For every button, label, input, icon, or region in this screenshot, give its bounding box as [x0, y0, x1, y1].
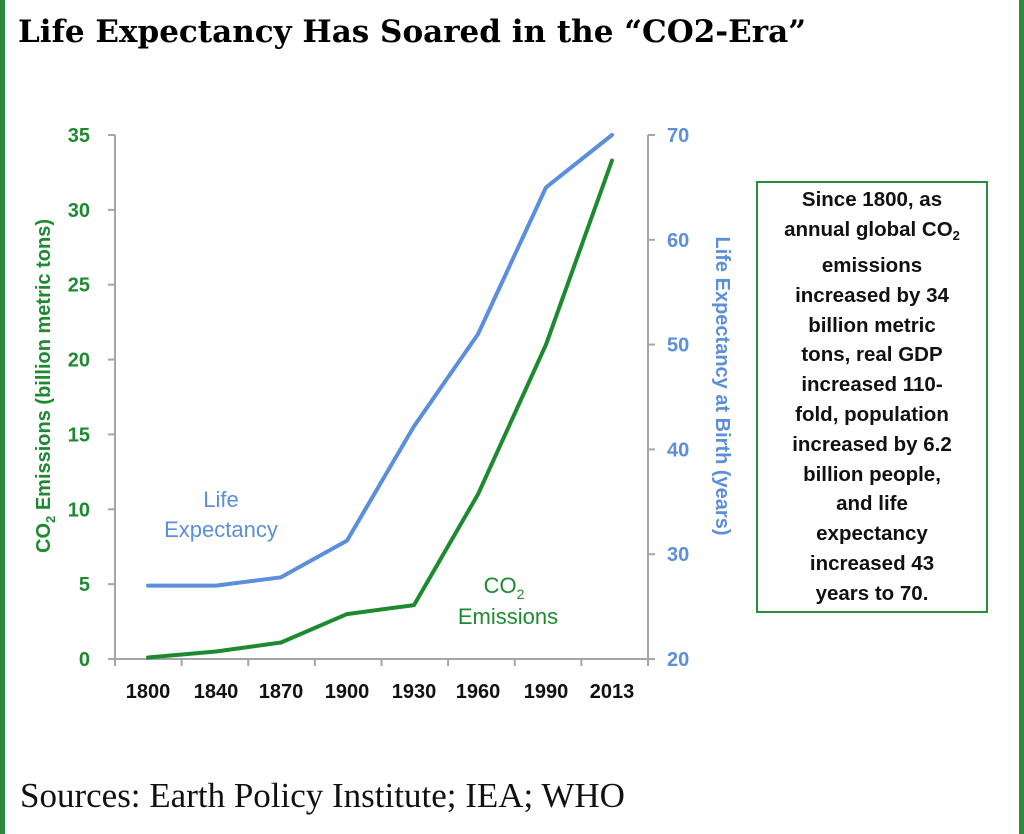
callout-text: Since 1800, as annual global CO2 emissions…: [778, 185, 966, 608]
callout-line: increased by 34: [795, 283, 949, 307]
x-tick-label: 1900: [325, 681, 370, 703]
callout-line: years to 70.: [815, 581, 929, 605]
left-axis-title: CO2 Emissions (billion metric tons): [33, 219, 58, 553]
x-tick-label: 1800: [126, 681, 171, 703]
left-tick-label: 0: [79, 649, 90, 671]
left-tick-label: 35: [68, 125, 90, 147]
right-tick-label: 30: [667, 544, 689, 566]
left-tick-label: 15: [68, 424, 90, 446]
callout-line: emissions: [821, 254, 923, 278]
right-tick-label: 40: [667, 439, 689, 461]
left-tick-label: 10: [68, 499, 90, 521]
left-tick-label: 30: [68, 200, 90, 222]
co2-emissions-series-label: CO2 Emissions: [458, 573, 558, 629]
callout-line: billion people,: [803, 462, 941, 486]
callout-line: and life: [836, 492, 908, 516]
x-tick-label: 1930: [392, 681, 437, 703]
x-tick-label: 2013: [590, 681, 635, 703]
life-expectancy-series-label: Life Expectancy: [164, 487, 278, 542]
callout-line: increased 43: [809, 551, 935, 575]
right-tick-label: 70: [667, 125, 689, 147]
callout-line: increased 110-: [801, 373, 943, 397]
life-series-line: [146, 133, 614, 588]
right-tick-label: 60: [667, 230, 689, 252]
callout-line: Since 1800, as: [801, 188, 943, 212]
callout-line: tons, real GDP: [801, 343, 943, 367]
x-tick-label: 1960: [456, 681, 501, 703]
callout-line: expectancy: [816, 522, 928, 546]
x-tick-label: 1990: [524, 681, 569, 703]
source-note: Sources: Earth Policy Institute; IEA; WH…: [20, 776, 625, 815]
callout-line: fold, population: [795, 403, 949, 426]
right-axis: 20 30 40 50 60 70 Life Expectancy at Birth (ye…: [647, 125, 733, 671]
callout-line: annual global CO2: [784, 218, 960, 244]
left-tick-label: 20: [68, 350, 90, 372]
series-lines: [146, 133, 614, 660]
page-title: Life Expectancy Has Soared in the “CO2-E…: [18, 14, 807, 50]
x-axis: 1800 1840 1870 1900 1930 1960 1990 2013: [114, 658, 649, 703]
left-tick-label: 25: [68, 275, 90, 297]
series-labels: Life Expectancy CO2 Emissions: [164, 487, 558, 629]
callout-box: Since 1800, as annual global CO2 emissions…: [756, 181, 988, 613]
co2-series-line: [146, 158, 614, 660]
callout-line: billion metric: [808, 313, 936, 337]
right-tick-label: 20: [667, 649, 689, 671]
callout-subscript: 2: [952, 228, 960, 244]
x-tick-label: 1840: [194, 681, 239, 703]
right-axis-title: Life Expectancy at Birth (years): [711, 237, 733, 536]
left-tick-label: 5: [79, 574, 90, 596]
callout-line: increased by 6.2: [792, 432, 952, 456]
left-axis: 0 5 10 15 20 25 30 35 CO2 Emissions (billion met…: [33, 125, 116, 671]
x-tick-label: 1870: [259, 681, 304, 703]
right-tick-label: 50: [667, 335, 689, 357]
